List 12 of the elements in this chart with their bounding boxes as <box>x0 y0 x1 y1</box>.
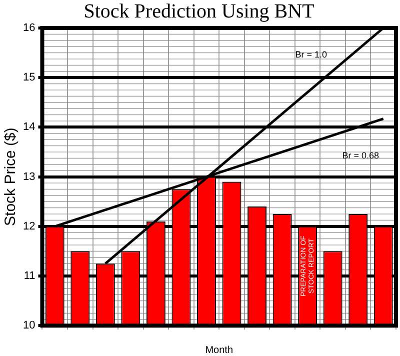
y-tick-label: 12 <box>22 220 36 232</box>
y-tick-label: 11 <box>24 270 36 282</box>
y-tick-label: 13 <box>22 170 36 183</box>
x-axis-title: Month <box>205 344 234 356</box>
series-label: Br = 0.68 <box>342 150 380 160</box>
series-label: Br = 1.0 <box>295 49 327 60</box>
y-tick-label: 14 <box>22 121 36 134</box>
y-tick-label: 15 <box>22 72 36 84</box>
y-tick-label: 10 <box>22 320 36 332</box>
y-tick-label: 16 <box>22 22 36 34</box>
y-axis-title: Stock Price ($) <box>2 128 20 226</box>
chart-title: Stock Prediction Using BNT <box>84 0 314 22</box>
